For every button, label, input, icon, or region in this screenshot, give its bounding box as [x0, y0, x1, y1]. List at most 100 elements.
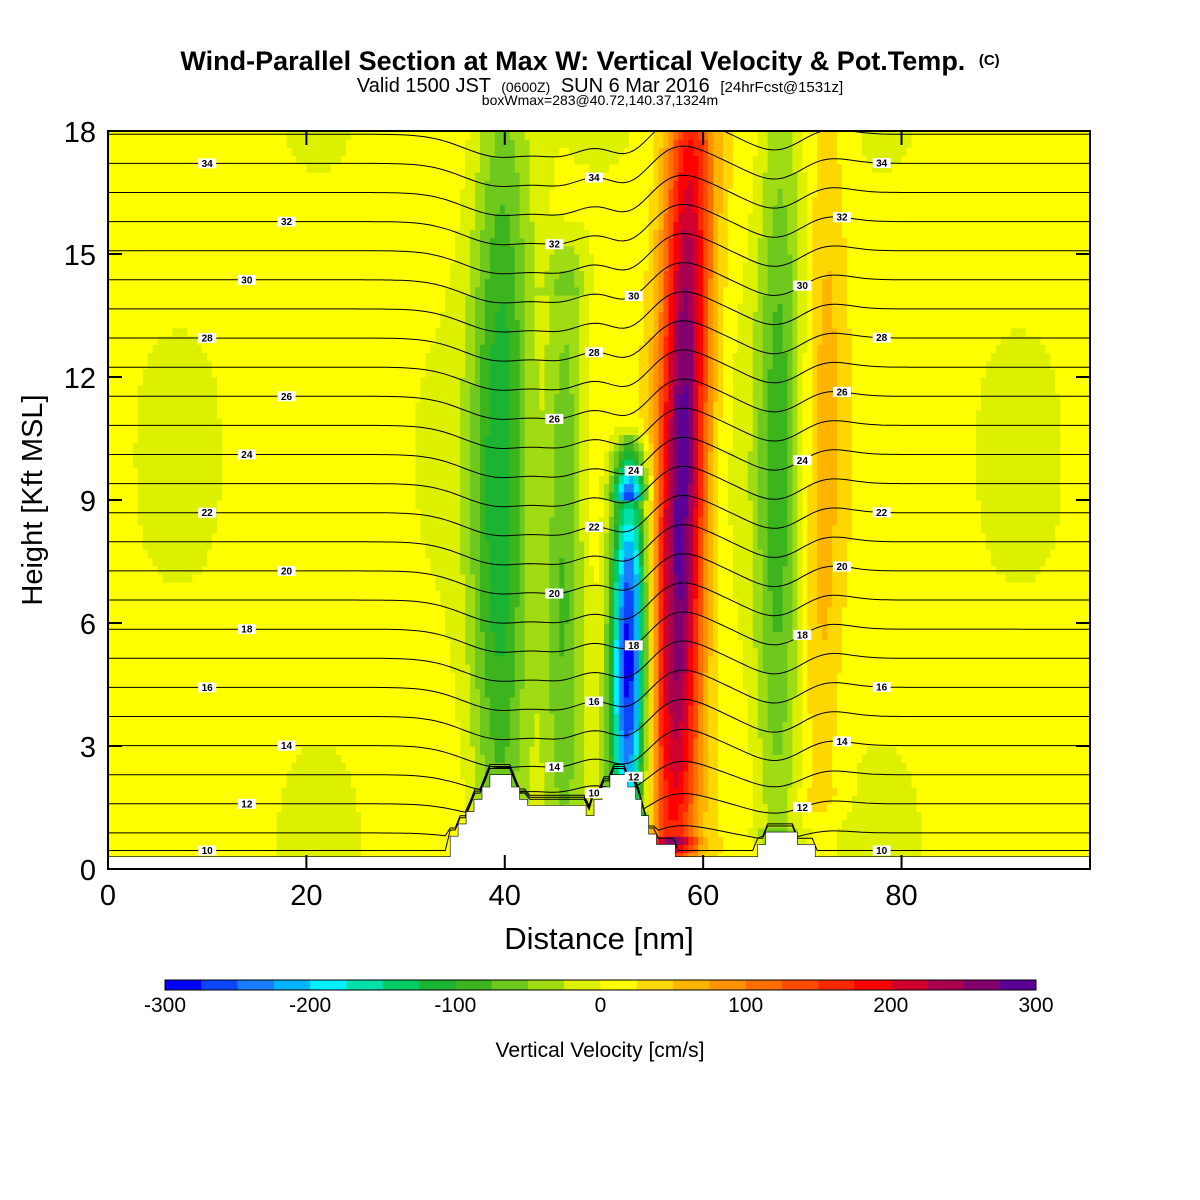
velocity-cell [142, 664, 149, 673]
velocity-cell [192, 590, 198, 599]
velocity-cell [182, 590, 188, 599]
velocity-cell [142, 180, 149, 189]
velocity-cell [122, 754, 129, 763]
velocity-cell [187, 598, 193, 608]
velocity-cell [227, 409, 233, 419]
velocity-cell [306, 344, 312, 353]
velocity-cell [108, 327, 114, 337]
velocity-cell [316, 836, 322, 845]
velocity-cell [351, 360, 357, 370]
velocity-cell [152, 303, 159, 312]
velocity-cell [326, 311, 332, 321]
velocity-cell [370, 696, 377, 706]
velocity-cell [296, 672, 303, 681]
velocity-cell [311, 229, 317, 239]
velocity-cell [182, 172, 188, 181]
velocity-cell [370, 737, 377, 747]
velocity-cell [306, 639, 312, 649]
velocity-cell [236, 418, 243, 427]
velocity-cell [147, 344, 154, 353]
velocity-cell [222, 180, 228, 189]
velocity-cell [331, 426, 337, 435]
velocity-cell [117, 196, 124, 206]
velocity-cell [355, 647, 362, 657]
velocity-cell [162, 705, 169, 714]
velocity-cell [241, 352, 248, 362]
velocity-cell [112, 778, 119, 788]
velocity-cell [276, 541, 283, 550]
velocity-cell [177, 393, 183, 403]
velocity-cell [360, 213, 367, 222]
velocity-cell [256, 155, 263, 165]
velocity-cell [246, 155, 253, 165]
velocity-cell [271, 180, 278, 189]
velocity-cell [152, 360, 159, 370]
velocity-cell [117, 155, 124, 165]
velocity-cell [182, 664, 188, 673]
velocity-cell [197, 729, 203, 739]
velocity-cell [207, 393, 213, 403]
velocity-cell [370, 450, 377, 460]
velocity-cell [276, 606, 283, 616]
velocity-cell [311, 705, 317, 714]
velocity-cell [380, 639, 387, 649]
velocity-cell [202, 582, 208, 591]
velocity-cell [346, 213, 352, 222]
velocity-cell [365, 303, 372, 312]
velocity-cell [336, 614, 342, 624]
velocity-cell [360, 778, 367, 788]
velocity-cell [301, 491, 307, 501]
velocity-cell [311, 836, 317, 845]
velocity-cell [112, 377, 119, 386]
velocity-cell [112, 278, 119, 288]
velocity-cell [162, 696, 169, 706]
velocity-cell [222, 565, 228, 575]
velocity-cell [172, 672, 179, 681]
velocity-cell [286, 401, 293, 411]
velocity-cell [346, 327, 352, 337]
velocity-cell [261, 557, 268, 567]
velocity-cell [112, 795, 119, 804]
velocity-cell [346, 393, 352, 403]
velocity-cell [246, 639, 253, 649]
velocity-cell [375, 787, 382, 796]
velocity-cell [192, 426, 198, 435]
velocity-cell [177, 237, 183, 247]
velocity-cell [261, 180, 268, 189]
velocity-cell [167, 311, 174, 321]
velocity-cell [365, 393, 372, 403]
velocity-cell [316, 368, 322, 378]
velocity-cell [122, 582, 129, 591]
velocity-cell [172, 467, 179, 476]
velocity-cell [217, 286, 223, 296]
velocity-cell [271, 163, 278, 173]
velocity-cell [316, 647, 322, 657]
velocity-cell [341, 500, 347, 509]
velocity-cell [197, 344, 203, 353]
velocity-cell [137, 713, 144, 722]
velocity-cell [271, 270, 278, 280]
velocity-cell [276, 352, 283, 362]
velocity-cell [286, 303, 293, 312]
velocity-cell [311, 713, 317, 722]
velocity-cell [281, 754, 288, 763]
velocity-cell [167, 147, 174, 157]
velocity-cell [271, 352, 278, 362]
velocity-cell [197, 614, 203, 624]
velocity-cell [296, 401, 303, 411]
velocity-cell [311, 655, 317, 665]
velocity-cell [236, 295, 243, 304]
velocity-cell [241, 680, 248, 690]
velocity-cell [231, 180, 238, 189]
velocity-cell [306, 696, 312, 706]
velocity-cell [351, 295, 357, 304]
velocity-cell [281, 475, 288, 485]
velocity-cell [351, 204, 357, 214]
velocity-cell [301, 573, 307, 583]
velocity-cell [316, 450, 322, 460]
velocity-cell [281, 344, 288, 353]
velocity-cell [197, 705, 203, 714]
velocity-cell [266, 664, 273, 673]
velocity-cell [271, 623, 278, 632]
velocity-cell [291, 557, 298, 567]
